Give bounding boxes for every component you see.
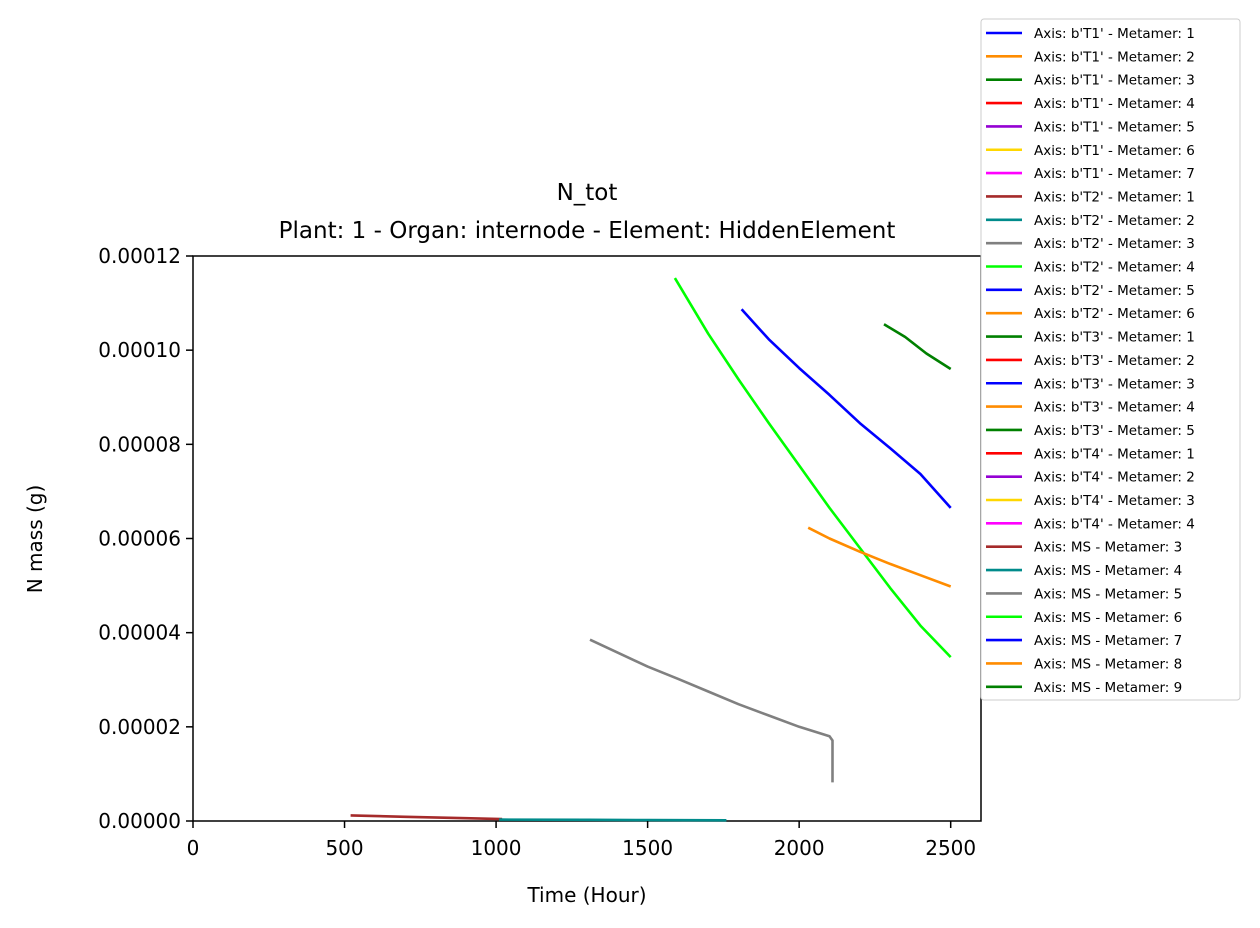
legend-label: Axis: b'T4' - Metamer: 4 (1034, 516, 1195, 532)
y-tick-label: 0.00012 (98, 244, 181, 268)
x-tick-label: 2000 (774, 836, 825, 860)
legend-label: Axis: b'T2' - Metamer: 1 (1034, 189, 1195, 205)
series-line (673, 277, 952, 659)
series-line (807, 526, 952, 588)
legend-label: Axis: b'T1' - Metamer: 7 (1034, 166, 1195, 182)
x-tick-label: 0 (187, 836, 200, 860)
legend-label: Axis: b'T1' - Metamer: 2 (1034, 49, 1195, 65)
series-line (350, 814, 503, 821)
y-tick-label: 0.00002 (98, 715, 181, 739)
legend-label: Axis: MS - Metamer: 6 (1034, 610, 1182, 626)
series-line (740, 308, 952, 509)
x-tick-label: 1500 (622, 836, 673, 860)
series-layer (350, 277, 952, 822)
chart-title: N_tot (557, 180, 618, 206)
legend-label: Axis: MS - Metamer: 7 (1034, 633, 1182, 649)
series-line (883, 323, 952, 371)
legend-label: Axis: MS - Metamer: 8 (1034, 656, 1182, 672)
legend-label: Axis: b'T4' - Metamer: 3 (1034, 493, 1195, 509)
x-tick-label: 1000 (471, 836, 522, 860)
legend-label: Axis: MS - Metamer: 9 (1034, 680, 1182, 696)
plot-frame (192, 255, 982, 822)
legend-label: Axis: b'T1' - Metamer: 5 (1034, 119, 1195, 135)
y-tick-label: 0.00008 (98, 432, 181, 456)
y-axis: 0.00000 0.00002 0.00004 0.00006 0.00008 0.000… (98, 244, 193, 833)
legend-label: Axis: b'T3' - Metamer: 5 (1034, 423, 1195, 439)
legend-frame (980, 18, 1241, 701)
legend-label: Axis: b'T1' - Metamer: 1 (1034, 26, 1195, 42)
chart-subtitle: Plant: 1 - Organ: internode - Element: H… (279, 218, 896, 244)
legend-label: Axis: MS - Metamer: 3 (1034, 540, 1182, 556)
x-axis: 0 500 1000 1500 2000 2500 (187, 821, 976, 860)
series-line (589, 638, 834, 783)
legend-label: Axis: b'T3' - Metamer: 2 (1034, 353, 1195, 369)
x-axis-label: Time (Hour) (526, 883, 646, 907)
legend-label: Axis: b'T3' - Metamer: 1 (1034, 330, 1195, 346)
legend-label: Axis: b'T1' - Metamer: 6 (1034, 143, 1195, 159)
x-tick-label: 2500 (925, 836, 976, 860)
plot-area (192, 255, 982, 822)
y-axis-label: N mass (g) (23, 485, 47, 594)
legend-label: Axis: b'T2' - Metamer: 4 (1034, 260, 1195, 276)
y-tick-label: 0.00004 (98, 621, 181, 645)
legend-label: Axis: b'T2' - Metamer: 6 (1034, 306, 1195, 322)
legend-label: Axis: MS - Metamer: 4 (1034, 563, 1182, 579)
series-line (499, 818, 727, 822)
legend-label: Axis: b'T4' - Metamer: 2 (1034, 470, 1195, 486)
legend-label: Axis: b'T2' - Metamer: 2 (1034, 213, 1195, 229)
legend: Axis: b'T1' - Metamer: 1 Axis: b'T1' - Me… (980, 18, 1241, 701)
legend-label: Axis: b'T2' - Metamer: 5 (1034, 283, 1195, 299)
legend-label: Axis: b'T4' - Metamer: 1 (1034, 446, 1195, 462)
legend-label: Axis: b'T3' - Metamer: 3 (1034, 376, 1195, 392)
legend-label: Axis: MS - Metamer: 5 (1034, 586, 1182, 602)
legend-label: Axis: b'T3' - Metamer: 4 (1034, 400, 1195, 416)
legend-label: Axis: b'T2' - Metamer: 3 (1034, 236, 1195, 252)
legend-label: Axis: b'T1' - Metamer: 4 (1034, 96, 1195, 112)
y-tick-label: 0.00006 (98, 527, 181, 551)
legend-label: Axis: b'T1' - Metamer: 3 (1034, 73, 1195, 89)
y-tick-label: 0.00000 (98, 809, 181, 833)
x-tick-label: 500 (325, 836, 363, 860)
y-tick-label: 0.00010 (98, 338, 181, 362)
